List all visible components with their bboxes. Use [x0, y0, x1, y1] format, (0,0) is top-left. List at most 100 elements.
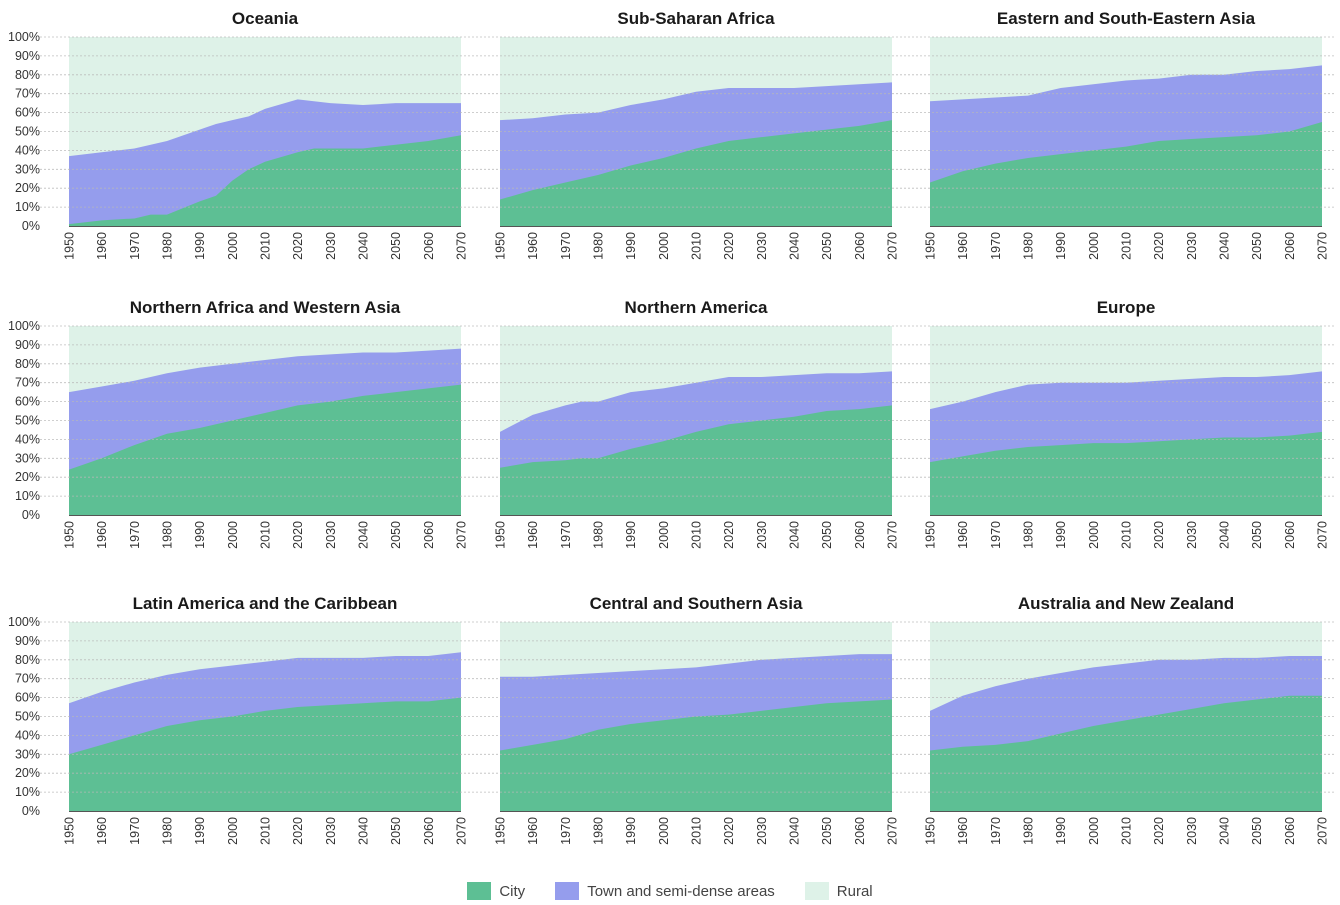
x-tick-label: 2040: [357, 521, 371, 549]
area-city: [500, 120, 892, 226]
x-tick-label: 2040: [788, 521, 802, 549]
x-tick-label: 2050: [820, 232, 834, 260]
x-tick-label: 1970: [128, 232, 142, 260]
x-tick-label: 1970: [128, 817, 142, 845]
x-tick-label: 2070: [886, 817, 900, 845]
x-tick-label: 1970: [559, 817, 573, 845]
legend-label-town: Town and semi-dense areas: [587, 882, 775, 900]
y-tick-label: 70%: [15, 376, 40, 390]
y-tick-label: 80%: [15, 653, 40, 667]
y-tick-label: 90%: [15, 338, 40, 352]
x-tick-label: 2010: [259, 521, 273, 549]
x-tick-label: 2070: [455, 232, 469, 260]
y-tick-label: 0%: [22, 219, 40, 233]
y-tick-label: 40%: [15, 728, 40, 742]
x-tick-label: 2040: [788, 817, 802, 845]
x-tick-label: 2000: [657, 232, 671, 260]
x-tick-label: 2070: [455, 521, 469, 549]
x-tick-label: 2000: [226, 232, 240, 260]
x-tick-label: 2040: [1218, 521, 1232, 549]
legend-item-rural: Rural: [804, 882, 873, 900]
y-tick-label: 30%: [15, 747, 40, 761]
y-tick-label: 60%: [15, 106, 40, 120]
legend-item-city: City: [467, 882, 525, 900]
x-tick-label: 1980: [1022, 232, 1036, 260]
y-tick-label: 100%: [8, 30, 40, 44]
x-tick-label: 2010: [690, 521, 704, 549]
x-tick-label: 2030: [1185, 817, 1199, 845]
x-tick-label: 2060: [853, 817, 867, 845]
x-tick-label: 2000: [226, 521, 240, 549]
y-tick-label: 30%: [15, 162, 40, 176]
panel-title: Latin America and the Caribbean: [133, 594, 398, 613]
x-tick-label: 2060: [853, 521, 867, 549]
x-tick-label: 2050: [1250, 232, 1264, 260]
x-tick-label: 2050: [820, 521, 834, 549]
x-tick-label: 2000: [226, 817, 240, 845]
y-tick-label: 30%: [15, 451, 40, 465]
x-tick-label: 1990: [1054, 521, 1068, 549]
panel-title: Sub-Saharan Africa: [617, 9, 775, 28]
y-tick-label: 80%: [15, 357, 40, 371]
area-city: [69, 135, 461, 226]
x-tick-label: 1990: [1054, 817, 1068, 845]
x-tick-label: 2020: [291, 232, 305, 260]
x-tick-label: 1970: [989, 817, 1003, 845]
y-tick-label: 10%: [15, 200, 40, 214]
x-tick-label: 2010: [1120, 232, 1134, 260]
x-tick-label: 1950: [494, 817, 508, 845]
y-tick-label: 10%: [15, 489, 40, 503]
x-tick-label: 1960: [95, 817, 109, 845]
x-tick-label: 1990: [193, 817, 207, 845]
x-tick-label: 1990: [624, 521, 638, 549]
panel-title: Europe: [1097, 298, 1156, 317]
x-tick-label: 2070: [886, 521, 900, 549]
panel-title: Northern Africa and Western Asia: [130, 298, 401, 317]
x-tick-label: 1990: [624, 232, 638, 260]
area-city: [69, 384, 461, 515]
x-tick-label: 1990: [624, 817, 638, 845]
y-tick-label: 40%: [15, 143, 40, 157]
x-tick-label: 2020: [291, 521, 305, 549]
legend-swatch-city: [467, 882, 492, 900]
x-tick-label: 2010: [259, 232, 273, 260]
x-tick-label: 2020: [722, 817, 736, 845]
x-tick-label: 1980: [161, 817, 175, 845]
x-tick-label: 2010: [690, 817, 704, 845]
x-tick-label: 1950: [494, 521, 508, 549]
legend-item-town: Town and semi-dense areas: [555, 882, 775, 900]
y-tick-label: 40%: [15, 432, 40, 446]
x-tick-label: 1970: [128, 521, 142, 549]
x-tick-label: 1950: [924, 817, 938, 845]
y-tick-label: 70%: [15, 87, 40, 101]
x-tick-label: 1950: [494, 232, 508, 260]
x-tick-label: 1990: [1054, 232, 1068, 260]
x-tick-label: 1980: [1022, 521, 1036, 549]
y-tick-label: 80%: [15, 68, 40, 82]
legend-swatch-rural: [804, 882, 829, 900]
x-tick-label: 1980: [592, 817, 606, 845]
panel-title: Oceania: [232, 9, 299, 28]
x-tick-label: 1960: [526, 817, 540, 845]
x-tick-label: 2030: [755, 232, 769, 260]
x-tick-label: 2020: [1152, 232, 1166, 260]
x-tick-label: 2010: [690, 232, 704, 260]
x-tick-label: 2060: [1283, 521, 1297, 549]
y-tick-label: 100%: [8, 319, 40, 333]
x-tick-label: 2030: [324, 817, 338, 845]
x-tick-label: 1960: [95, 232, 109, 260]
x-tick-label: 2050: [389, 521, 403, 549]
x-tick-label: 2020: [291, 817, 305, 845]
x-tick-label: 2000: [657, 817, 671, 845]
x-tick-label: 2020: [722, 521, 736, 549]
x-tick-label: 2020: [722, 232, 736, 260]
y-tick-label: 90%: [15, 634, 40, 648]
y-tick-label: 50%: [15, 414, 40, 428]
x-tick-label: 2040: [788, 232, 802, 260]
x-tick-label: 2010: [1120, 521, 1134, 549]
y-tick-label: 50%: [15, 125, 40, 139]
x-tick-label: 1950: [63, 232, 77, 260]
x-tick-label: 2000: [1087, 232, 1101, 260]
y-tick-label: 60%: [15, 691, 40, 705]
x-tick-label: 2030: [324, 232, 338, 260]
